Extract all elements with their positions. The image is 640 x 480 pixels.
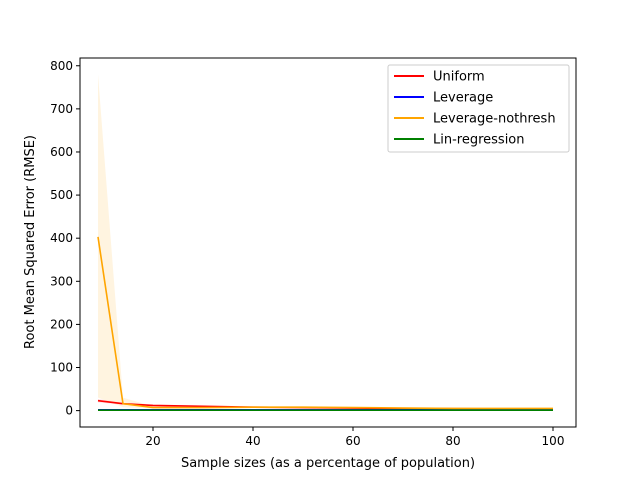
legend-label-lin-regression: Lin-regression	[433, 133, 525, 148]
x-tick-label: 100	[542, 434, 565, 448]
x-axis: 20 40 60 80 100	[145, 427, 564, 448]
y-tick-label: 400	[50, 231, 73, 245]
x-tick-label: 20	[145, 434, 160, 448]
legend-label-leverage-nothresh: Leverage-nothresh	[433, 112, 556, 127]
y-tick-label: 700	[50, 102, 73, 116]
legend-box	[387, 64, 570, 153]
series-lines	[97, 236, 554, 411]
plot-frame	[79, 57, 577, 428]
x-axis-label: Sample sizes (as a percentage of populat…	[181, 456, 475, 471]
y-tick-label: 600	[50, 145, 73, 159]
y-tick-label: 800	[50, 59, 73, 73]
series-line-leverage-nothresh	[97, 236, 553, 410]
x-tick-label: 80	[445, 434, 460, 448]
y-tick-label: 100	[50, 361, 73, 375]
legend-label-uniform: Uniform	[433, 70, 485, 85]
legend-label-leverage: Leverage	[433, 91, 493, 106]
y-tick-label: 300	[50, 274, 73, 288]
y-axis-label: Root Mean Squared Error (RMSE)	[23, 135, 38, 349]
x-tick-label: 40	[245, 434, 260, 448]
x-tick-label: 60	[345, 434, 360, 448]
y-tick-label: 0	[65, 404, 73, 418]
y-tick-label: 200	[50, 317, 73, 331]
y-tick-label: 500	[50, 188, 73, 202]
legend: Uniform Leverage Leverage-nothresh Lin-regr…	[387, 64, 570, 153]
y-axis: 0 100 200 300 400 500 600 700 800	[50, 59, 80, 418]
